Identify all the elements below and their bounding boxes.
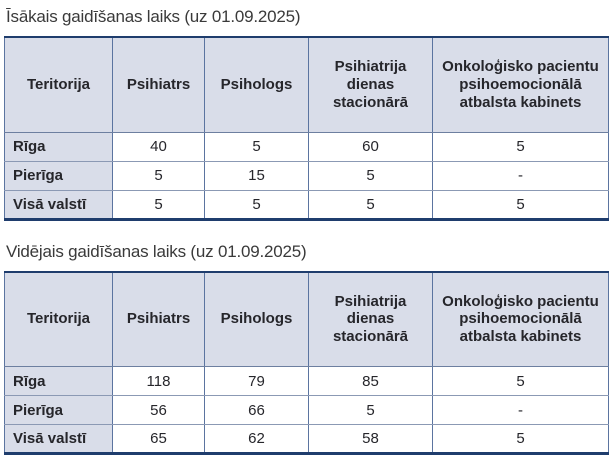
col-header-psychiatrist: Psihiatrs	[112, 37, 205, 133]
value-cell: 65	[112, 424, 205, 454]
value-cell: 5	[204, 132, 309, 162]
value-cell: 66	[204, 395, 309, 425]
header-row: Teritorija Psihiatrs Psihologs Psihiatri…	[4, 37, 609, 133]
table-row-pieriga: Pierīga 5 15 5 -	[4, 161, 609, 191]
header-row: Teritorija Psihiatrs Psihologs Psihiatri…	[4, 271, 609, 367]
table-row-riga: Rīga 40 5 60 5	[4, 132, 609, 162]
value-cell: 15	[204, 161, 309, 191]
value-cell: -	[432, 161, 609, 191]
average-wait-table: Teritorija Psihiatrs Psihologs Psihiatri…	[4, 270, 609, 455]
value-cell: 58	[308, 424, 433, 454]
col-header-day-hospital: Psihiatrija dienas stacionārā	[308, 271, 433, 367]
value-cell: 5	[112, 190, 205, 219]
value-cell: 85	[308, 366, 433, 396]
section-title-average-wait: Vidējais gaidīšanas laiks (uz 01.09.2025…	[6, 241, 307, 261]
value-cell: 40	[112, 132, 205, 162]
value-cell: 5	[112, 161, 205, 191]
value-cell: 5	[432, 366, 609, 396]
value-cell: -	[432, 395, 609, 425]
value-cell: 79	[204, 366, 309, 396]
col-header-psychologist: Psihologs	[204, 37, 309, 133]
row-label-cell: Pierīga	[4, 395, 113, 425]
value-cell: 62	[204, 424, 309, 454]
table-row-visa-valsti: Visā valstī 5 5 5 5	[4, 190, 609, 219]
col-header-oncology-cabinet: Onkoloģisko pacientu psihoemocionālā atb…	[432, 271, 609, 367]
value-cell: 5	[432, 424, 609, 454]
value-cell: 118	[112, 366, 205, 396]
section-title-shortest-wait: Īsākais gaidīšanas laiks (uz 01.09.2025)	[6, 7, 301, 26]
value-cell: 56	[112, 395, 205, 425]
table-row-riga: Rīga 118 79 85 5	[4, 366, 609, 396]
table-row-pieriga: Pierīga 56 66 5 -	[4, 395, 609, 425]
shortest-wait-table: Teritorija Psihiatrs Psihologs Psihiatri…	[4, 36, 609, 221]
value-cell: 5	[432, 190, 609, 219]
row-label-cell: Visā valstī	[4, 424, 113, 454]
col-header-territory: Teritorija	[4, 37, 113, 133]
col-header-psychologist: Psihologs	[204, 271, 309, 367]
row-label-cell: Rīga	[4, 366, 113, 396]
row-label-cell: Rīga	[4, 132, 113, 162]
value-cell: 5	[308, 161, 433, 191]
value-cell: 5	[308, 395, 433, 425]
col-header-day-hospital: Psihiatrija dienas stacionārā	[308, 37, 433, 133]
value-cell: 5	[204, 190, 309, 219]
value-cell: 5	[308, 190, 433, 219]
col-header-psychiatrist: Psihiatrs	[112, 271, 205, 367]
row-label-cell: Visā valstī	[4, 190, 113, 219]
table-row-visa-valsti: Visā valstī 65 62 58 5	[4, 424, 609, 454]
col-header-territory: Teritorija	[4, 271, 113, 367]
value-cell: 5	[432, 132, 609, 162]
col-header-oncology-cabinet: Onkoloģisko pacientu psihoemocionālā atb…	[432, 37, 609, 133]
row-label-cell: Pierīga	[4, 161, 113, 191]
value-cell: 60	[308, 132, 433, 162]
